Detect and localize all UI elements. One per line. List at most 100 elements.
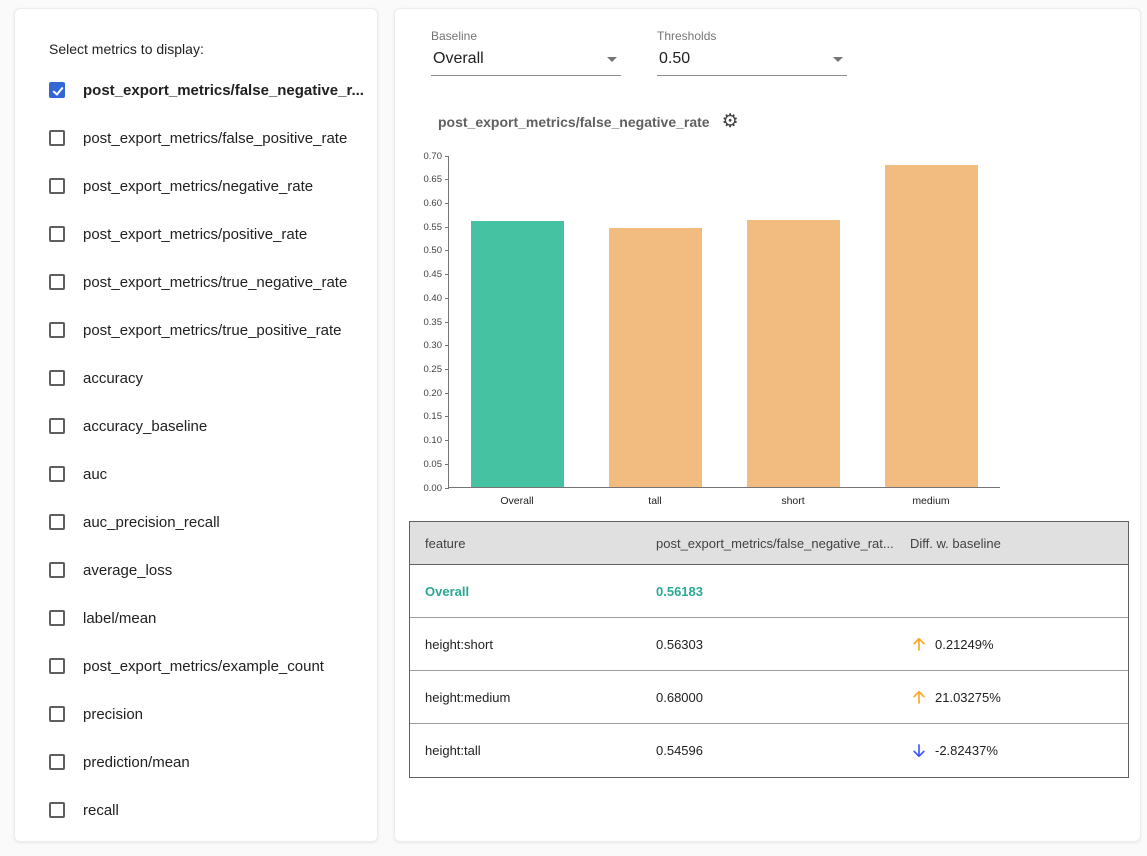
y-axis: 0.00 0.05 0.10 0.15 0.20 0.25 0.30 0.35 0.40 0.45… — [416, 151, 448, 494]
checkbox-unchecked-icon[interactable] — [49, 274, 65, 290]
checkbox-unchecked-icon[interactable] — [49, 466, 65, 482]
checkbox-unchecked-icon[interactable] — [49, 226, 65, 242]
table-row[interactable]: Overall 0.56183 — [410, 565, 1128, 618]
metric-item[interactable]: prediction/mean — [15, 738, 377, 786]
y-tick-label: 0.30 — [423, 340, 443, 352]
metric-item[interactable]: post_export_metrics/false_negative_r... — [15, 66, 377, 114]
metric-item[interactable]: average_loss — [15, 546, 377, 594]
metric-label: post_export_metrics/negative_rate — [83, 177, 314, 195]
diff-value: 21.03275% — [935, 689, 1001, 705]
checkbox-unchecked-icon[interactable] — [49, 706, 65, 722]
metric-label: precision — [83, 705, 144, 723]
table-row[interactable]: height:tall 0.54596 -2.82437% — [410, 724, 1128, 777]
metric-item[interactable]: auc — [15, 450, 377, 498]
metric-item[interactable]: auc_precision_recall — [15, 498, 377, 546]
thresholds-select[interactable]: 0.50 — [657, 46, 847, 76]
checkbox-unchecked-icon[interactable] — [49, 322, 65, 338]
metric-item[interactable]: post_export_metrics/false_positive_rate — [15, 114, 377, 162]
value-cell: 0.54596 — [656, 743, 703, 758]
y-tick-label: 0.50 — [423, 245, 443, 257]
metric-label: label/mean — [83, 609, 157, 627]
checkbox-checked-icon[interactable] — [49, 82, 65, 98]
checkbox-unchecked-icon[interactable] — [49, 802, 65, 818]
checkbox-unchecked-icon[interactable] — [49, 370, 65, 386]
table-header-row: feature post_export_metrics/false_negati… — [410, 522, 1128, 565]
metric-label: post_export_metrics/true_positive_rate — [83, 321, 342, 339]
y-tick-label: 0.60 — [423, 197, 443, 209]
arrow-up-icon — [913, 637, 925, 651]
bar-slot — [862, 156, 1000, 487]
feature-cell: Overall — [425, 583, 470, 599]
y-tick-label: 0.55 — [423, 221, 443, 233]
metric-label: accuracy_baseline — [83, 417, 208, 435]
checkbox-unchecked-icon[interactable] — [49, 610, 65, 626]
checkbox-unchecked-icon[interactable] — [49, 130, 65, 146]
metric-item[interactable]: post_export_metrics/example_count — [15, 642, 377, 690]
table-row[interactable]: height:medium 0.68000 21.03275% — [410, 671, 1128, 724]
diff-cell: -2.82437% — [895, 742, 1128, 760]
checkbox-unchecked-icon[interactable] — [49, 418, 65, 434]
bar-slot — [449, 156, 587, 487]
metric-item[interactable]: post_export_metrics/true_positive_rate — [15, 306, 377, 354]
diff-cell: 21.03275% — [895, 688, 1128, 706]
bar-medium[interactable] — [884, 164, 978, 487]
baseline-select[interactable]: Overall — [431, 46, 621, 76]
checkbox-unchecked-icon[interactable] — [49, 514, 65, 530]
diff-value: -2.82437% — [935, 743, 998, 758]
metric-item[interactable]: label/mean — [15, 594, 377, 642]
feature-cell: height:medium — [425, 689, 511, 705]
bar-short[interactable] — [746, 220, 840, 487]
table-row[interactable]: height:short 0.56303 0.21249% — [410, 618, 1128, 671]
metric-item[interactable]: recall — [15, 786, 377, 834]
metric-label: post_export_metrics/false_negative_r... — [83, 81, 364, 99]
chart-title: post_export_metrics/false_negative_rate — [438, 113, 710, 130]
y-tick-label: 0.00 — [423, 482, 443, 494]
baseline-control: Baseline Overall — [431, 29, 621, 76]
table-header-metric: post_export_metrics/false_negative_rat..… — [656, 535, 894, 551]
y-tick-label: 0.70 — [423, 150, 443, 162]
metric-item[interactable]: accuracy — [15, 354, 377, 402]
metrics-panel-title: Select metrics to display: — [49, 41, 204, 57]
metric-label: post_export_metrics/true_negative_rate — [83, 273, 348, 291]
value-cell: 0.68000 — [656, 689, 703, 705]
table-body: Overall 0.56183 height:short 0.56303 0.21249… — [410, 565, 1128, 777]
checkbox-unchecked-icon[interactable] — [49, 754, 65, 770]
metric-item[interactable]: accuracy_baseline — [15, 402, 377, 450]
y-tick-label: 0.05 — [423, 458, 443, 470]
thresholds-value: 0.50 — [659, 50, 691, 67]
metric-item[interactable]: post_export_metrics/positive_rate — [15, 210, 377, 258]
diff-value: 0.21249% — [935, 636, 994, 652]
diff-cell: 0.21249% — [895, 635, 1128, 653]
chart-header: post_export_metrics/false_negative_rate … — [438, 112, 739, 131]
chevron-down-icon — [607, 56, 617, 62]
checkbox-unchecked-icon[interactable] — [49, 178, 65, 194]
metric-item[interactable]: post_export_metrics/true_negative_rate — [15, 258, 377, 306]
metric-item[interactable]: precision — [15, 690, 377, 738]
table-header-diff: Diff. w. baseline — [910, 535, 1001, 551]
y-tick-mark — [445, 274, 449, 276]
bar-tall[interactable] — [609, 228, 703, 487]
x-axis-labels: Overall tall short medium — [448, 495, 1000, 507]
checkbox-unchecked-icon[interactable] — [49, 562, 65, 578]
table-header-feature: feature — [425, 535, 466, 551]
y-tick-label: 0.10 — [423, 435, 443, 447]
metric-label: prediction/mean — [83, 753, 190, 771]
y-tick-mark — [445, 392, 449, 394]
thresholds-label: Thresholds — [657, 29, 717, 43]
y-tick-label: 0.35 — [423, 316, 443, 328]
y-tick-mark — [445, 297, 449, 299]
bar-Overall[interactable] — [471, 220, 565, 487]
baseline-value: Overall — [433, 50, 484, 67]
y-tick-label: 0.15 — [423, 411, 443, 423]
y-tick-mark — [445, 321, 449, 323]
y-tick-label: 0.45 — [423, 269, 443, 281]
checkbox-unchecked-icon[interactable] — [49, 658, 65, 674]
x-tick-label: Overall — [500, 495, 534, 507]
y-tick-mark — [445, 345, 449, 347]
metric-item[interactable]: post_export_metrics/negative_rate — [15, 162, 377, 210]
feature-cell: height:short — [425, 636, 493, 652]
settings-gear-icon[interactable]: ⚙ — [721, 111, 739, 132]
y-tick-label: 0.65 — [423, 174, 443, 186]
feature-cell: height:tall — [425, 743, 481, 758]
metric-label: average_loss — [83, 561, 173, 579]
